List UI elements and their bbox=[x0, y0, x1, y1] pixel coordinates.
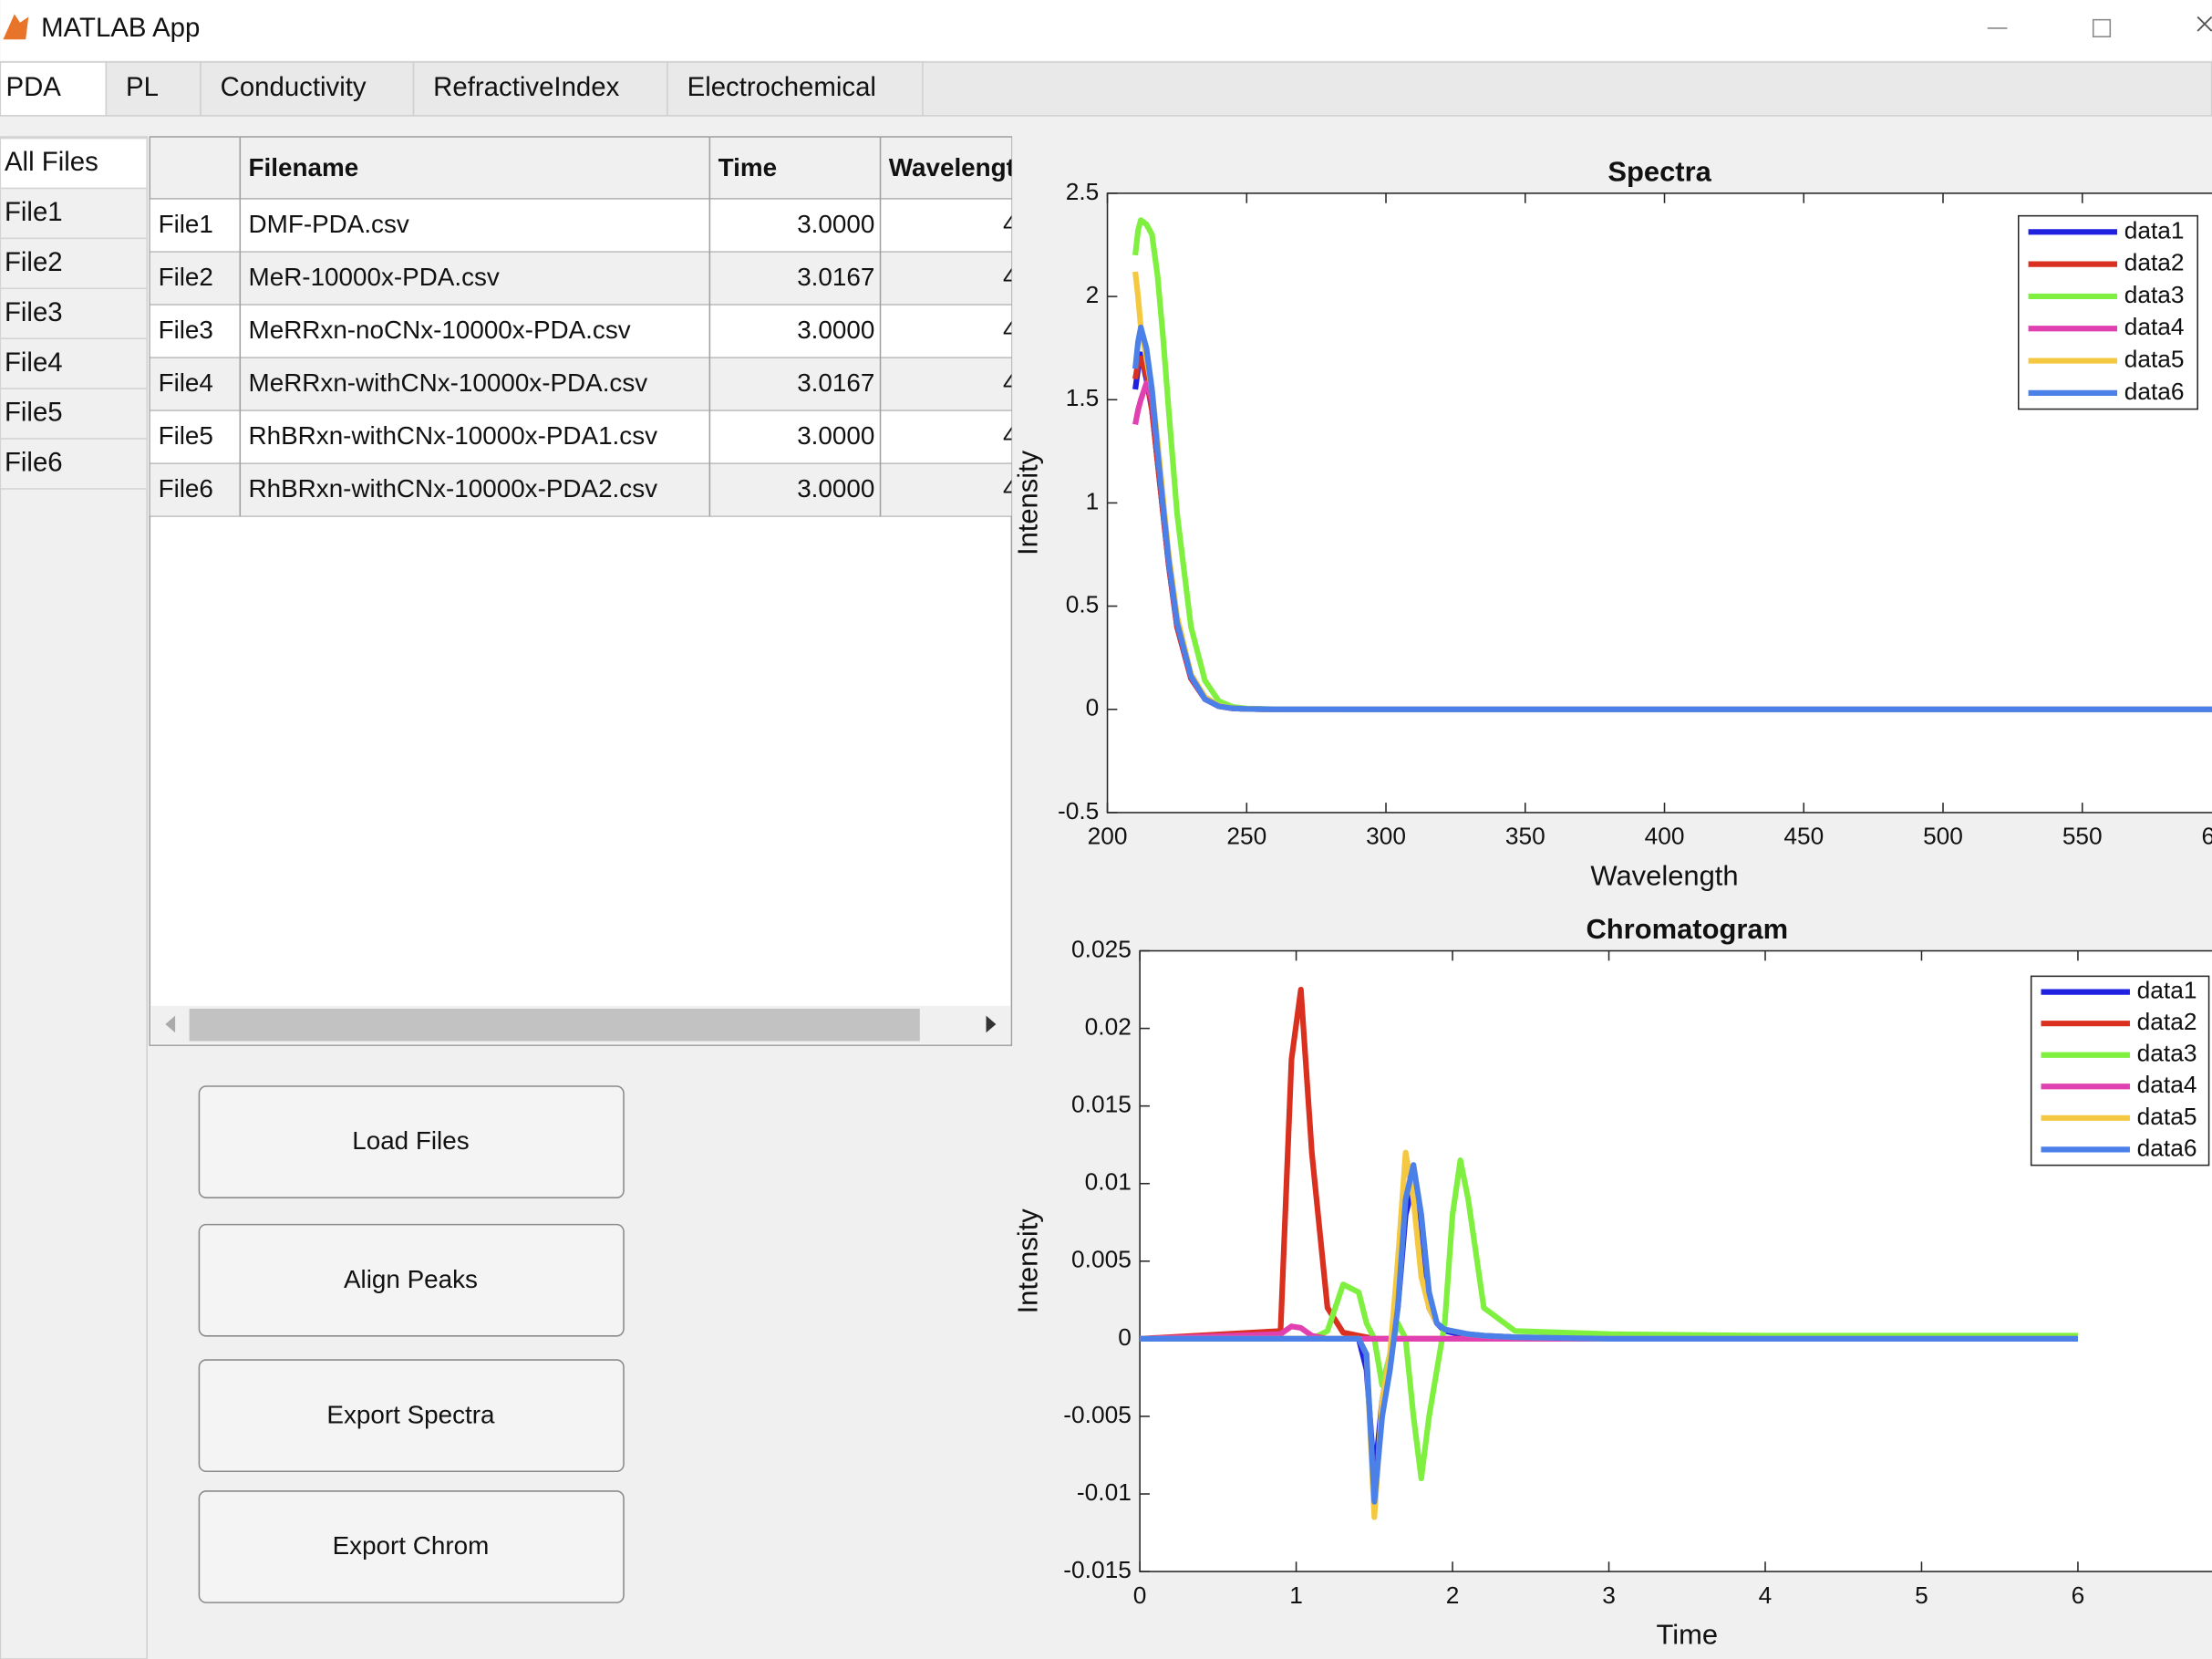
file-list-label[interactable]: File5 bbox=[5, 398, 63, 428]
file-list-label[interactable]: File6 bbox=[5, 448, 63, 478]
x-tick-label: 5 bbox=[1915, 1581, 1928, 1609]
table-cell: 3.0000 bbox=[797, 421, 874, 450]
tab-label[interactable]: PDA bbox=[6, 72, 62, 102]
file-list-label[interactable]: File3 bbox=[5, 297, 63, 327]
x-tick-label: 300 bbox=[1366, 823, 1406, 850]
x-tick-label: 550 bbox=[2062, 823, 2103, 850]
legend-label: data5 bbox=[2124, 346, 2185, 373]
chart-title: Chromatogram bbox=[1586, 913, 1788, 945]
scrollbar-thumb[interactable] bbox=[190, 1009, 920, 1042]
x-tick-label: 4 bbox=[1759, 1581, 1773, 1609]
legend-label: data2 bbox=[2137, 1008, 2197, 1035]
column-header: Filename bbox=[249, 153, 359, 181]
row-header: File2 bbox=[159, 263, 213, 291]
y-tick-label: 1.5 bbox=[1066, 384, 1100, 411]
y-tick-label: 0.01 bbox=[1085, 1168, 1132, 1196]
y-tick-label: 0.02 bbox=[1085, 1013, 1132, 1041]
x-tick-label: 450 bbox=[1783, 823, 1824, 850]
y-tick-label: -0.5 bbox=[1058, 797, 1099, 824]
legend-label: data1 bbox=[2124, 216, 2185, 244]
legend-label: data6 bbox=[2137, 1134, 2197, 1161]
y-tick-label: 0 bbox=[1118, 1323, 1132, 1351]
tab-label[interactable]: Conductivity bbox=[221, 72, 367, 102]
y-tick-label: 1 bbox=[1086, 487, 1100, 514]
table-cell: MeRRxn-noCNx-10000x-PDA.csv bbox=[249, 316, 631, 344]
table-cell: 3.0167 bbox=[797, 368, 874, 397]
y-tick-label: -0.015 bbox=[1063, 1556, 1132, 1583]
x-tick-label: 400 bbox=[1645, 823, 1685, 850]
x-tick-label: 3 bbox=[1602, 1581, 1616, 1609]
y-axis-label: Intensity bbox=[1012, 450, 1044, 555]
x-tick-label: 200 bbox=[1088, 823, 1128, 850]
file-list-label[interactable]: File1 bbox=[5, 197, 63, 227]
button-label[interactable]: Export Spectra bbox=[326, 1400, 495, 1428]
row-header: File3 bbox=[159, 316, 213, 344]
row-header: File4 bbox=[159, 368, 213, 397]
table-cell: 3.0167 bbox=[797, 263, 874, 291]
chart: 200 250 300 350 400 450 500 550 600 -0.5 0 0.5 1 1.5 2… bbox=[1012, 155, 2212, 891]
chart-title: Spectra bbox=[1607, 155, 1711, 187]
table-cell: MeR-10000x-PDA.csv bbox=[249, 263, 500, 291]
x-tick-label: 6 bbox=[2072, 1581, 2085, 1609]
row-header: File1 bbox=[159, 210, 213, 238]
x-tick-label: 250 bbox=[1226, 823, 1266, 850]
table-cell: DMF-PDA.csv bbox=[249, 210, 409, 238]
window-title: MATLAB App bbox=[41, 13, 200, 43]
column-header: Time bbox=[718, 153, 777, 181]
legend-label: data3 bbox=[2124, 281, 2185, 308]
column-header: Wavelength bbox=[889, 153, 1030, 181]
title-bar bbox=[0, 0, 2211, 61]
x-axis-label: Time bbox=[1656, 1618, 1718, 1650]
x-tick-label: 350 bbox=[1505, 823, 1545, 850]
y-tick-label: 0.025 bbox=[1071, 935, 1132, 962]
tab-label[interactable]: RefractiveIndex bbox=[433, 72, 619, 102]
x-tick-label: 600 bbox=[2202, 823, 2212, 850]
x-tick-label: 0 bbox=[1133, 1581, 1147, 1609]
y-tick-label: 0.015 bbox=[1071, 1091, 1132, 1118]
table-cell: 3.0000 bbox=[797, 474, 874, 503]
legend-label: data1 bbox=[2137, 977, 2197, 1004]
button-label[interactable]: Export Chrom bbox=[333, 1531, 490, 1560]
y-tick-label: 0.5 bbox=[1066, 591, 1100, 618]
y-tick-label: 0.005 bbox=[1071, 1246, 1132, 1273]
legend-label: data4 bbox=[2137, 1071, 2197, 1098]
x-axis-label: Wavelength bbox=[1590, 859, 1738, 891]
row-header: File5 bbox=[159, 421, 213, 450]
table-cell: RhBRxn-withCNx-10000x-PDA2.csv bbox=[249, 474, 658, 503]
file-list-label[interactable]: All Files bbox=[5, 147, 98, 177]
x-tick-label: 1 bbox=[1289, 1581, 1303, 1609]
file-list-label[interactable]: File4 bbox=[5, 347, 63, 378]
row-header: File6 bbox=[159, 474, 213, 503]
y-tick-label: 2 bbox=[1086, 281, 1100, 308]
legend-label: data3 bbox=[2137, 1040, 2197, 1067]
chart: 0 1 2 3 4 5 6 -0.015 -0.01 -0.005 0 0.005 0.01 0.015 0… bbox=[1012, 913, 2212, 1650]
button-label[interactable]: Align Peaks bbox=[344, 1265, 478, 1293]
table-cell: MeRRxn-withCNx-10000x-PDA.csv bbox=[249, 368, 648, 397]
file-list-label[interactable]: File2 bbox=[5, 247, 63, 277]
legend-label: data4 bbox=[2124, 313, 2185, 340]
legend-label: data5 bbox=[2137, 1103, 2197, 1130]
table-cell: RhBRxn-withCNx-10000x-PDA1.csv bbox=[249, 421, 658, 450]
table-cell: 3.0000 bbox=[797, 316, 874, 344]
y-tick-label: 0 bbox=[1086, 694, 1100, 721]
legend-label: data6 bbox=[2124, 378, 2185, 405]
y-tick-label: -0.005 bbox=[1063, 1401, 1132, 1428]
y-axis-label: Intensity bbox=[1012, 1208, 1044, 1314]
tab-label[interactable]: Electrochemical bbox=[687, 72, 876, 102]
button-label[interactable]: Load Files bbox=[352, 1126, 469, 1155]
legend-label: data2 bbox=[2124, 249, 2185, 276]
x-tick-label: 2 bbox=[1446, 1581, 1460, 1609]
tab-label[interactable]: PL bbox=[126, 72, 159, 102]
x-tick-label: 500 bbox=[1923, 823, 1963, 850]
y-tick-label: -0.01 bbox=[1077, 1478, 1132, 1506]
table-cell: 3.0000 bbox=[797, 210, 874, 238]
y-tick-label: 2.5 bbox=[1066, 178, 1100, 205]
